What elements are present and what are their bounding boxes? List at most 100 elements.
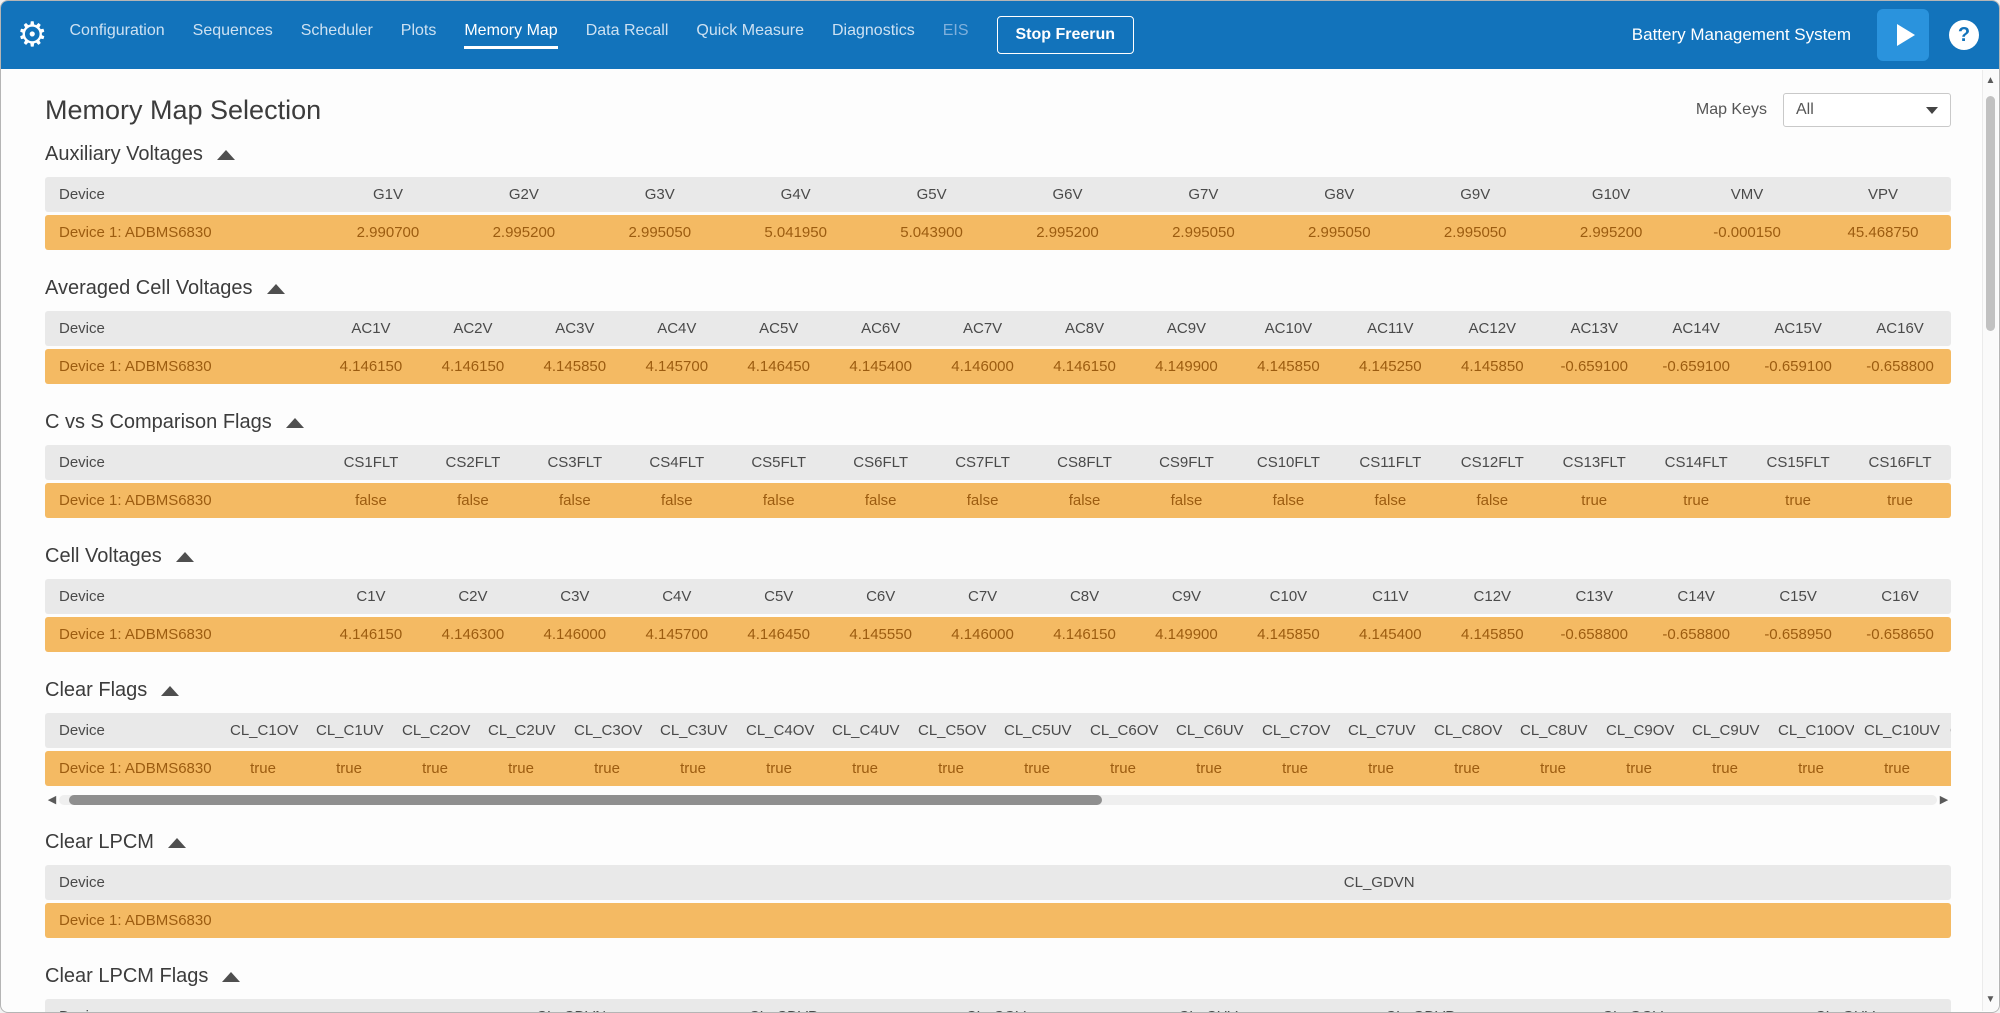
collapse-icon[interactable] [285, 417, 304, 428]
section-title: Clear Flags [45, 679, 148, 701]
vertical-scroll-track[interactable] [1983, 92, 1998, 989]
clear-lpcm-table: Device CL_GDVN Device 1: ADBMS6830 [45, 862, 1951, 941]
collapse-icon[interactable] [167, 837, 186, 848]
value-cell: false [931, 483, 1034, 518]
table-row[interactable]: Device 1: ADBMS6830 4.146150 4.146300 4.146… [45, 617, 1951, 652]
vertical-scrollbar[interactable]: ▲ ▼ [1982, 70, 1998, 1011]
section-header[interactable]: Clear Flags [45, 679, 1951, 702]
device-cell: Device 1: ADBMS6830 [45, 903, 808, 938]
nav-item-configuration[interactable]: Configuration [69, 21, 165, 39]
value-cell: true [1849, 483, 1951, 518]
device-cell: Device 1: ADBMS6830 [45, 215, 320, 250]
table-row[interactable]: Device 1: ADBMS6830 false false false false f… [45, 483, 1951, 518]
column-header: AC5V [727, 311, 830, 346]
column-header: C6V [829, 579, 932, 614]
value-cell: 4.145400 [829, 349, 932, 384]
map-keys-dropdown[interactable]: All [1783, 93, 1951, 127]
section-header[interactable]: Averaged Cell Voltages [45, 277, 1951, 300]
value-cell: 4.146450 [727, 617, 830, 652]
value-cell: true [1338, 751, 1424, 786]
stop-freerun-button[interactable]: Stop Freerun [996, 16, 1135, 54]
column-header: CS7FLT [931, 445, 1034, 480]
column-header: CS2FLT [421, 445, 524, 480]
column-header: CS3FLT [523, 445, 626, 480]
column-header: G2V [455, 177, 592, 212]
section-clear-flags: Clear Flags Device CL_C1OV CL_C1UV CL_C2OV C… [45, 679, 1951, 807]
value-cell: true [1510, 751, 1596, 786]
nav-right-cluster: Battery Management System ? [1632, 9, 1979, 61]
help-icon[interactable]: ? [1949, 20, 1979, 50]
nav-item-diagnostics[interactable]: Diagnostics [832, 21, 915, 39]
value-cell: 2.995200 [999, 215, 1136, 250]
column-header: C9V [1135, 579, 1238, 614]
section-header[interactable]: Auxiliary Voltages [45, 143, 1951, 166]
nav-item-eis[interactable]: EIS [942, 21, 969, 39]
collapse-icon[interactable] [266, 283, 285, 294]
column-header: CL_GDVN [807, 865, 1951, 900]
column-header: AC4V [625, 311, 728, 346]
nav-items: Configuration Sequences Scheduler Plots Memo… [69, 22, 996, 49]
nav-item-plots[interactable]: Plots [400, 21, 437, 39]
value-cell: 4.145250 [1339, 349, 1442, 384]
value-cell: 4.146300 [421, 617, 524, 652]
column-header: C12V [1441, 579, 1544, 614]
value-cell: false [1033, 483, 1136, 518]
table-row[interactable]: Device 1: ADBMS6830 [45, 903, 1951, 938]
collapse-icon[interactable] [175, 551, 194, 562]
column-header: C10V [1237, 579, 1340, 614]
section-header[interactable]: Cell Voltages [45, 545, 1951, 568]
section-header[interactable]: Clear LPCM Flags [45, 965, 1951, 988]
scroll-down-icon[interactable]: ▼ [1985, 994, 1996, 1005]
column-header: AC7V [931, 311, 1034, 346]
value-cell: -0.000150 [1679, 215, 1815, 250]
column-header: G7V [1135, 177, 1272, 212]
column-header: CL_C7OV [1252, 713, 1338, 748]
device-cell: Device 1: ADBMS6830 [45, 483, 320, 518]
table-row[interactable]: Device 1: ADBMS6830 true true true true true t… [45, 751, 1951, 786]
vertical-scroll-thumb[interactable] [1986, 96, 1995, 331]
section-header[interactable]: Clear LPCM [45, 831, 1951, 854]
scroll-left-icon[interactable]: ◀ [47, 793, 57, 806]
column-header: G10V [1543, 177, 1680, 212]
value-cell: 4.146150 [421, 349, 524, 384]
nav-item-data-recall[interactable]: Data Recall [585, 21, 669, 39]
table-row[interactable]: Device 1: ADBMS6830 4.146150 4.146150 4.145… [45, 349, 1951, 384]
horizontal-scroll-track[interactable] [59, 795, 1937, 805]
nav-item-quick-measure[interactable]: Quick Measure [696, 21, 804, 39]
nav-item-sequences[interactable]: Sequences [192, 21, 273, 39]
column-header: CL_C10UV [1854, 713, 1940, 748]
value-cell: true [1596, 751, 1682, 786]
column-header: CS13FLT [1543, 445, 1646, 480]
value-cell: true [220, 751, 306, 786]
column-header: CL_CDVN [465, 999, 678, 1012]
device-column-header: Device [45, 311, 320, 346]
column-header: AC11V [1339, 311, 1442, 346]
play-button[interactable] [1877, 9, 1929, 61]
collapse-icon[interactable] [216, 149, 235, 160]
column-header: CL_C6UV [1166, 713, 1252, 748]
column-header: CS12FLT [1441, 445, 1544, 480]
value-cell: -0.658800 [1849, 349, 1951, 384]
column-header: C11V [1339, 579, 1442, 614]
settings-gear-icon[interactable]: ⚙ [17, 16, 48, 54]
column-header: CL_COV [889, 999, 1102, 1012]
horizontal-scrollbar[interactable]: ◀ ▶ [45, 793, 1951, 807]
scroll-right-icon[interactable]: ▶ [1939, 793, 1949, 806]
section-title: Auxiliary Voltages [45, 143, 203, 165]
value-cell: 4.145850 [1237, 349, 1340, 384]
value-cell: -0.659100 [1747, 349, 1850, 384]
cell-voltages-table: Device C1V C2V C3V C4V C5V C6V C7V C8V C9V C10V C11… [45, 576, 1951, 655]
collapse-icon[interactable] [161, 685, 180, 696]
column-header: CL_C11OV [1940, 713, 1951, 748]
section-header[interactable]: C vs S Comparison Flags [45, 411, 1951, 434]
scroll-up-icon[interactable]: ▲ [1985, 75, 1996, 86]
collapse-icon[interactable] [222, 971, 241, 982]
column-header: G6V [999, 177, 1136, 212]
column-header: CS10FLT [1237, 445, 1340, 480]
nav-item-memory-map[interactable]: Memory Map [464, 22, 558, 49]
table-row[interactable]: Device 1: ADBMS6830 2.990700 2.995200 2.995… [45, 215, 1951, 250]
column-header: CS11FLT [1339, 445, 1442, 480]
nav-item-scheduler[interactable]: Scheduler [300, 21, 373, 39]
horizontal-scroll-thumb[interactable] [69, 795, 1102, 805]
map-keys-value: All [1796, 101, 1814, 118]
